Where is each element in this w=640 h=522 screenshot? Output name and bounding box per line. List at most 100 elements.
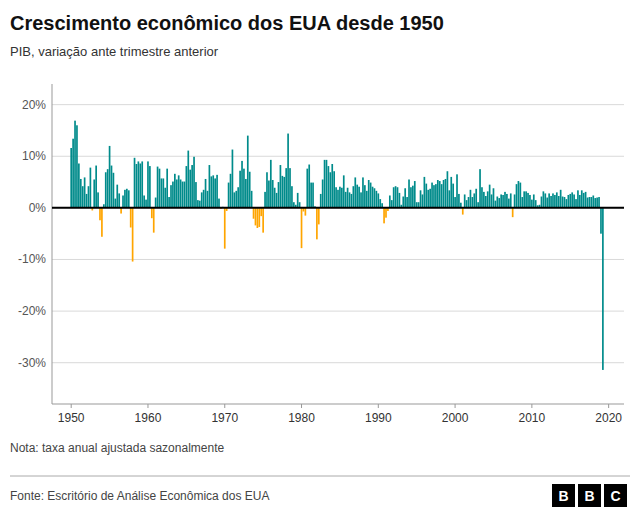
bar bbox=[341, 188, 343, 208]
bar bbox=[99, 208, 101, 220]
bar bbox=[331, 164, 333, 208]
bar bbox=[168, 197, 170, 208]
bar bbox=[489, 185, 491, 208]
bar bbox=[328, 166, 330, 208]
grid-line bbox=[52, 104, 624, 105]
y-tick-label: -20% bbox=[18, 304, 46, 318]
bar bbox=[535, 200, 537, 208]
bar bbox=[182, 182, 184, 208]
x-tick-label: 1950 bbox=[58, 411, 85, 425]
grid-line bbox=[52, 362, 624, 363]
bar bbox=[80, 179, 82, 208]
bar bbox=[464, 194, 466, 207]
bar bbox=[485, 196, 487, 208]
logo-box bbox=[578, 484, 601, 507]
bar bbox=[454, 197, 456, 208]
bar bbox=[556, 192, 558, 207]
bar bbox=[466, 200, 468, 208]
y-tick-label: 0% bbox=[29, 201, 47, 215]
bar bbox=[500, 194, 502, 207]
bar bbox=[258, 208, 260, 227]
bar bbox=[447, 171, 449, 208]
bar bbox=[349, 192, 351, 207]
bar bbox=[462, 208, 464, 215]
x-tick bbox=[378, 404, 379, 408]
bar bbox=[245, 179, 247, 208]
zero-line bbox=[52, 207, 624, 209]
background bbox=[0, 0, 640, 522]
bar bbox=[420, 190, 422, 208]
bar bbox=[297, 193, 299, 208]
bar bbox=[435, 184, 437, 208]
bar bbox=[333, 171, 335, 208]
bar bbox=[391, 200, 393, 208]
bar bbox=[445, 179, 447, 208]
x-tick-label: 1990 bbox=[365, 411, 392, 425]
logo-letter: C bbox=[610, 488, 620, 504]
bar bbox=[339, 187, 341, 208]
y-tick-label: -30% bbox=[18, 356, 46, 370]
bar bbox=[247, 136, 249, 208]
bar bbox=[351, 194, 353, 208]
bar bbox=[374, 188, 376, 208]
bar bbox=[577, 190, 579, 208]
bar bbox=[529, 195, 531, 208]
bar bbox=[166, 169, 168, 208]
bar bbox=[410, 187, 412, 208]
bar bbox=[514, 194, 516, 207]
x-tick-label: 1960 bbox=[135, 411, 162, 425]
bar bbox=[364, 185, 366, 208]
bar bbox=[130, 208, 132, 228]
bar bbox=[283, 177, 285, 208]
bar bbox=[97, 192, 99, 207]
y-tick-label: -10% bbox=[18, 252, 46, 266]
bar bbox=[262, 208, 264, 233]
x-tick-label: 2020 bbox=[595, 411, 622, 425]
bar bbox=[518, 181, 520, 208]
bar bbox=[86, 194, 88, 208]
bar bbox=[251, 191, 253, 208]
bar bbox=[525, 191, 527, 208]
x-tick bbox=[147, 404, 148, 408]
bar bbox=[235, 191, 237, 208]
x-tick bbox=[455, 404, 456, 408]
bar bbox=[566, 199, 568, 208]
bar bbox=[343, 175, 345, 208]
bar bbox=[114, 199, 116, 208]
bar bbox=[358, 187, 360, 208]
bar bbox=[554, 195, 556, 208]
bar bbox=[493, 188, 495, 208]
bar bbox=[383, 208, 385, 223]
bar bbox=[422, 194, 424, 207]
bar bbox=[193, 157, 195, 208]
bar bbox=[186, 166, 188, 208]
bar bbox=[212, 175, 214, 208]
logo-box bbox=[604, 484, 627, 507]
logo-box bbox=[552, 484, 575, 507]
x-tick-label: 2010 bbox=[519, 411, 546, 425]
bar bbox=[157, 167, 159, 208]
bar bbox=[437, 180, 439, 208]
x-axis-line bbox=[52, 404, 624, 405]
subtitle: PIB, variação ante trimestre anterior bbox=[10, 44, 219, 59]
bar bbox=[596, 198, 598, 208]
bar bbox=[541, 197, 543, 208]
bar bbox=[322, 179, 324, 207]
bar bbox=[441, 184, 443, 208]
bar bbox=[591, 197, 593, 208]
bar bbox=[285, 168, 287, 208]
bar bbox=[594, 198, 596, 208]
x-tick bbox=[71, 404, 72, 408]
bar bbox=[362, 177, 364, 207]
bar bbox=[234, 192, 236, 207]
bar bbox=[210, 176, 212, 207]
bar bbox=[153, 208, 155, 233]
bar bbox=[452, 184, 454, 208]
bar bbox=[521, 197, 523, 208]
bar bbox=[289, 168, 291, 208]
bar bbox=[408, 179, 410, 207]
bar bbox=[354, 177, 356, 207]
bar bbox=[427, 190, 429, 208]
bar bbox=[189, 170, 191, 208]
bar bbox=[329, 172, 331, 208]
